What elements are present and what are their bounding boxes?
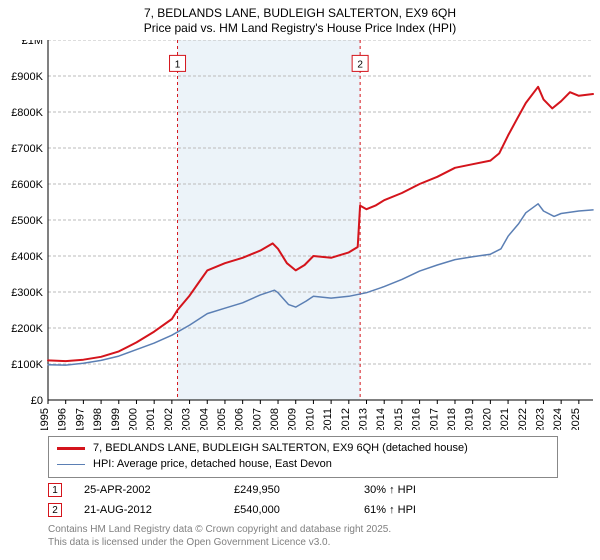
legend-item: HPI: Average price, detached house, East… <box>57 457 549 473</box>
legend-label: HPI: Average price, detached house, East… <box>93 457 332 473</box>
sale-pct-vs-hpi: 61% ↑ HPI <box>364 504 474 516</box>
sale-pct-vs-hpi: 30% ↑ HPI <box>364 484 474 496</box>
svg-text:2022: 2022 <box>517 408 529 430</box>
legend-label: 7, BEDLANDS LANE, BUDLEIGH SALTERTON, EX… <box>93 441 468 457</box>
svg-text:1: 1 <box>175 59 181 70</box>
license-text: Contains HM Land Registry data © Crown c… <box>48 524 568 549</box>
svg-text:1998: 1998 <box>92 408 104 430</box>
license-line-1: Contains HM Land Registry data © Crown c… <box>48 524 568 537</box>
sale-badge: 2 <box>48 503 62 517</box>
svg-text:2025: 2025 <box>570 408 582 430</box>
title-subtitle: Price paid vs. HM Land Registry's House … <box>0 21 600 36</box>
license-line-2: This data is licensed under the Open Gov… <box>48 537 568 550</box>
sale-date: 25-APR-2002 <box>84 484 234 496</box>
svg-text:1995: 1995 <box>39 408 51 430</box>
svg-text:£900K: £900K <box>11 71 43 83</box>
svg-text:2018: 2018 <box>446 408 458 430</box>
svg-text:£0: £0 <box>31 395 43 407</box>
title-address: 7, BEDLANDS LANE, BUDLEIGH SALTERTON, EX… <box>0 6 600 21</box>
svg-text:2000: 2000 <box>127 408 139 430</box>
sale-date: 21-AUG-2012 <box>84 504 234 516</box>
svg-text:2005: 2005 <box>216 408 228 430</box>
svg-text:2015: 2015 <box>393 408 405 430</box>
chart-container: 7, BEDLANDS LANE, BUDLEIGH SALTERTON, EX… <box>0 0 600 560</box>
svg-text:2: 2 <box>357 59 363 70</box>
svg-text:£800K: £800K <box>11 107 43 119</box>
svg-text:2010: 2010 <box>304 408 316 430</box>
svg-text:2014: 2014 <box>375 408 387 430</box>
legend-item: 7, BEDLANDS LANE, BUDLEIGH SALTERTON, EX… <box>57 441 549 457</box>
svg-text:2003: 2003 <box>181 408 193 430</box>
svg-text:1999: 1999 <box>110 408 122 430</box>
svg-text:£100K: £100K <box>11 359 43 371</box>
svg-text:£700K: £700K <box>11 143 43 155</box>
svg-text:2016: 2016 <box>411 408 423 430</box>
svg-text:£600K: £600K <box>11 179 43 191</box>
svg-text:£1M: £1M <box>22 40 43 47</box>
svg-text:2007: 2007 <box>251 408 263 430</box>
chart-svg: £0 £100K £200K £300K £400K £500K £600K £700K £80… <box>0 40 600 430</box>
svg-text:2011: 2011 <box>322 408 334 430</box>
svg-text:2009: 2009 <box>287 408 299 430</box>
svg-text:2019: 2019 <box>464 408 476 430</box>
svg-text:£500K: £500K <box>11 215 43 227</box>
svg-text:2008: 2008 <box>269 408 281 430</box>
chart-area: £0 £100K £200K £300K £400K £500K £600K £700K £80… <box>0 40 600 430</box>
svg-text:2024: 2024 <box>552 408 564 430</box>
sale-price: £249,950 <box>234 484 364 496</box>
sale-row: 2 21-AUG-2012£540,00061% ↑ HPI <box>48 500 558 520</box>
svg-text:2006: 2006 <box>234 408 246 430</box>
legend-swatch <box>57 447 85 450</box>
svg-text:1997: 1997 <box>74 408 86 430</box>
svg-text:2021: 2021 <box>499 408 511 430</box>
svg-text:£400K: £400K <box>11 251 43 263</box>
legend-swatch <box>57 464 85 465</box>
svg-text:2002: 2002 <box>163 408 175 430</box>
svg-text:2023: 2023 <box>534 408 546 430</box>
title-block: 7, BEDLANDS LANE, BUDLEIGH SALTERTON, EX… <box>0 0 600 36</box>
svg-text:2012: 2012 <box>340 408 352 430</box>
svg-text:2013: 2013 <box>358 408 370 430</box>
svg-text:£200K: £200K <box>11 323 43 335</box>
sale-row: 1 25-APR-2002£249,95030% ↑ HPI <box>48 480 558 500</box>
svg-text:2017: 2017 <box>428 408 440 430</box>
svg-text:2001: 2001 <box>145 408 157 430</box>
sale-price: £540,000 <box>234 504 364 516</box>
svg-text:2020: 2020 <box>481 408 493 430</box>
svg-text:2004: 2004 <box>198 408 210 430</box>
svg-text:1996: 1996 <box>57 408 69 430</box>
sale-badge: 1 <box>48 483 62 497</box>
sales-table: 1 25-APR-2002£249,95030% ↑ HPI 2 21-AUG-201… <box>48 480 558 520</box>
legend: 7, BEDLANDS LANE, BUDLEIGH SALTERTON, EX… <box>48 436 558 478</box>
svg-text:£300K: £300K <box>11 287 43 299</box>
